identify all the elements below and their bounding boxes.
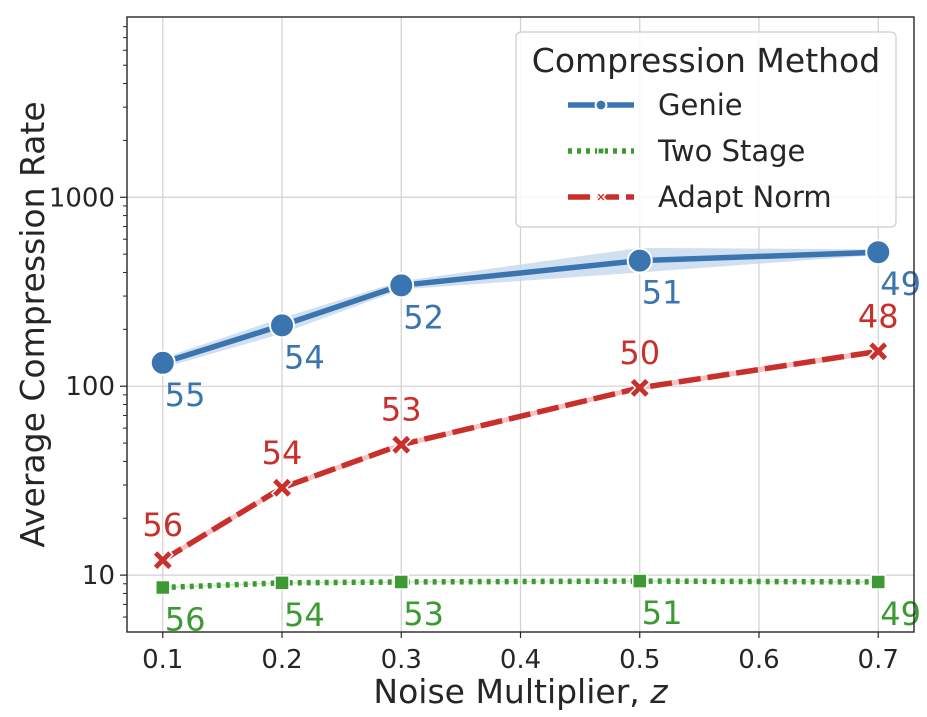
adapt-norm-point	[390, 433, 413, 456]
x-tick-label: 0.4	[500, 645, 541, 675]
x-tick-label: 0.3	[381, 645, 422, 675]
y-tick-label: 1000	[49, 183, 115, 213]
x-tick-label: 0.1	[142, 645, 183, 675]
x-axis-title-variable: z	[649, 672, 668, 711]
genie-point-label: 52	[403, 298, 444, 336]
genie-point	[388, 272, 415, 299]
two-stage-point-label: 53	[403, 595, 444, 633]
adapt-norm-point-label: 50	[619, 334, 660, 372]
two-stage-point-label: 56	[165, 601, 206, 639]
x-axis-title: Noise Multiplier, z	[373, 672, 668, 711]
two-stage-point-label: 49	[880, 595, 921, 633]
two-stage-legend-marker	[597, 147, 605, 155]
two-stage-point	[155, 579, 171, 596]
two-stage-band	[162, 580, 879, 589]
two-stage-point	[870, 574, 886, 590]
genie-point	[149, 349, 176, 376]
x-tick-label: 0.6	[738, 645, 779, 675]
two-stage-legend-label: Two Stage	[657, 134, 805, 168]
y-axis-title: Average Compression Rate	[13, 101, 52, 547]
two-stage-point	[631, 573, 648, 589]
genie-point-label: 55	[165, 376, 206, 414]
genie-point	[865, 239, 892, 266]
two-stage-point	[274, 575, 290, 591]
legend-box	[515, 31, 897, 228]
x-tick-label: 0.5	[619, 645, 660, 675]
legend-title: Compression Method	[532, 41, 880, 80]
genie-legend-marker	[594, 98, 608, 112]
genie-point-label: 54	[284, 338, 325, 376]
genie-point-label: 51	[642, 274, 683, 312]
series-markers	[149, 239, 892, 596]
x-tick-label: 0.2	[261, 645, 302, 675]
adapt-norm-legend-marker	[595, 191, 607, 203]
two-stage-point-label: 51	[642, 594, 683, 632]
adapt-norm-point	[867, 340, 890, 363]
adapt-norm-point-label: 53	[381, 391, 422, 429]
axis-ticks: 0.1 0.2 0.3 0.4 0.5 0.6 0.7 10 100 1000	[49, 26, 899, 675]
x-axis-title-text: Noise Multiplier,	[373, 672, 650, 711]
adapt-norm-point-label: 56	[142, 506, 183, 544]
y-tick-label: 100	[65, 372, 115, 402]
legend: Compression Method Genie Two Stage Adapt N…	[515, 31, 897, 228]
adapt-norm-legend-label: Adapt Norm	[658, 180, 832, 214]
adapt-norm-point	[270, 476, 294, 499]
genie-point	[269, 312, 296, 339]
adapt-norm-point-label: 48	[858, 297, 899, 335]
genie-legend-label: Genie	[658, 88, 743, 122]
two-stage-point-label: 54	[284, 596, 325, 634]
adapt-norm-point-label: 54	[262, 434, 303, 472]
y-tick-label: 10	[82, 561, 115, 591]
adapt-norm-point	[628, 376, 651, 399]
adapt-norm-point	[151, 549, 174, 572]
x-tick-label: 0.7	[858, 645, 899, 675]
legend-entries: Genie Two Stage Adapt Norm	[568, 88, 832, 214]
two-stage-point	[393, 574, 410, 590]
genie-point	[626, 247, 653, 274]
